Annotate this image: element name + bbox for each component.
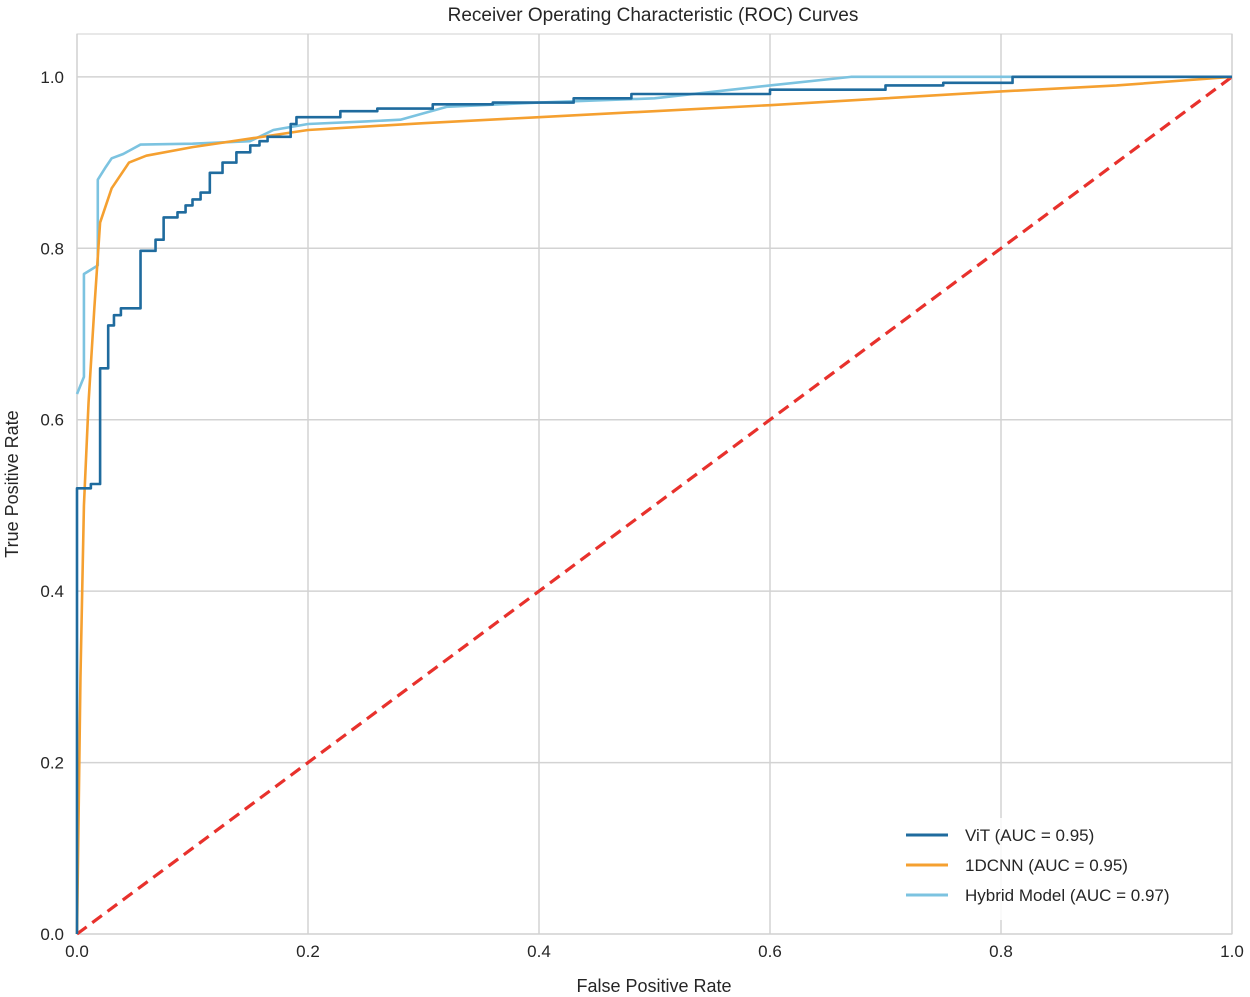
- legend: ViT (AUC = 0.95) 1DCNN (AUC = 0.95) Hybrid…: [896, 818, 1226, 920]
- plot-frame: [76, 33, 1233, 935]
- series-line-1dcnn: [75, 75, 1233, 935]
- x-tick-label: 0.4: [527, 942, 551, 961]
- legend-label: 1DCNN (AUC = 0.95): [965, 856, 1128, 875]
- grid-lines: [76, 34, 1233, 935]
- y-tick-label: 0.4: [40, 582, 64, 601]
- y-tick-label: 0.2: [40, 754, 64, 773]
- x-tick-label: 0.2: [296, 942, 320, 961]
- y-tick-label: 0.0: [40, 925, 64, 944]
- series-line-chance: [76, 75, 1233, 936]
- y-tick-labels: 0.0 0.2 0.4 0.6 0.8 1.0: [40, 68, 64, 944]
- legend-label: ViT (AUC = 0.95): [965, 826, 1094, 845]
- y-axis-label: True Positive Rate: [2, 410, 22, 557]
- legend-items: ViT (AUC = 0.95) 1DCNN (AUC = 0.95) Hybrid…: [906, 826, 1170, 905]
- x-axis-label: False Positive Rate: [576, 976, 731, 996]
- y-tick-label: 0.6: [40, 411, 64, 430]
- x-tick-labels: 0.0 0.2 0.4 0.6 0.8 1.0: [65, 942, 1244, 961]
- series-layer: [75, 75, 1233, 936]
- legend-label: Hybrid Model (AUC = 0.97): [965, 886, 1170, 905]
- x-tick-label: 1.0: [1220, 942, 1244, 961]
- x-tick-label: 0.0: [65, 942, 89, 961]
- x-tick-label: 0.8: [989, 942, 1013, 961]
- y-tick-label: 0.8: [40, 239, 64, 258]
- chart-title: Receiver Operating Characteristic (ROC) …: [448, 5, 859, 26]
- y-tick-label: 1.0: [40, 68, 64, 87]
- legend-box: [896, 818, 1226, 920]
- series-line-vit: [75, 75, 1232, 934]
- x-tick-label: 0.6: [758, 942, 782, 961]
